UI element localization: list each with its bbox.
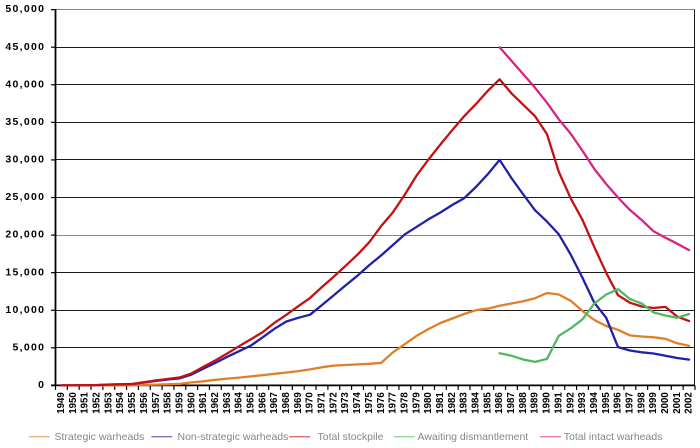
svg-text:1985: 1985 bbox=[482, 392, 493, 414]
svg-text:30,000: 30,000 bbox=[5, 154, 45, 166]
svg-text:1971: 1971 bbox=[317, 392, 328, 414]
svg-text:10,000: 10,000 bbox=[5, 304, 45, 316]
svg-text:1981: 1981 bbox=[435, 392, 446, 414]
svg-text:45,000: 45,000 bbox=[5, 41, 45, 53]
svg-text:1949: 1949 bbox=[56, 392, 67, 414]
svg-text:2001: 2001 bbox=[672, 392, 683, 414]
svg-text:1962: 1962 bbox=[210, 392, 221, 414]
svg-text:Total intact warheads: Total intact warheads bbox=[564, 431, 663, 443]
svg-text:1950: 1950 bbox=[68, 392, 79, 414]
svg-text:40,000: 40,000 bbox=[5, 78, 45, 90]
svg-text:1958: 1958 bbox=[163, 392, 174, 414]
svg-text:1970: 1970 bbox=[305, 392, 316, 414]
svg-text:1980: 1980 bbox=[423, 392, 434, 414]
svg-text:2000: 2000 bbox=[660, 392, 671, 414]
svg-text:1997: 1997 bbox=[624, 392, 635, 414]
svg-text:2002: 2002 bbox=[684, 392, 695, 414]
svg-text:1987: 1987 bbox=[506, 392, 517, 414]
svg-text:1989: 1989 bbox=[530, 392, 541, 414]
svg-text:Total stockpile: Total stockpile bbox=[318, 431, 384, 443]
svg-text:Strategic warheads: Strategic warheads bbox=[55, 431, 145, 443]
svg-text:1986: 1986 bbox=[494, 392, 505, 414]
svg-text:1973: 1973 bbox=[340, 392, 351, 414]
svg-text:1953: 1953 bbox=[103, 392, 114, 414]
svg-text:5,000: 5,000 bbox=[13, 341, 46, 353]
svg-text:1975: 1975 bbox=[364, 392, 375, 414]
svg-text:1996: 1996 bbox=[613, 392, 624, 414]
svg-text:0: 0 bbox=[38, 379, 45, 391]
svg-text:1952: 1952 bbox=[91, 392, 102, 414]
svg-text:Non-strategic warheads: Non-strategic warheads bbox=[178, 431, 289, 443]
svg-text:1963: 1963 bbox=[222, 392, 233, 414]
svg-text:1965: 1965 bbox=[245, 392, 256, 414]
svg-text:1999: 1999 bbox=[648, 392, 659, 414]
svg-text:1964: 1964 bbox=[234, 392, 245, 414]
svg-text:1954: 1954 bbox=[115, 392, 126, 414]
svg-text:1990: 1990 bbox=[542, 392, 553, 414]
svg-text:1967: 1967 bbox=[269, 392, 280, 414]
svg-text:1978: 1978 bbox=[399, 392, 410, 414]
svg-text:1983: 1983 bbox=[459, 392, 470, 414]
svg-text:1982: 1982 bbox=[447, 392, 458, 414]
svg-text:1969: 1969 bbox=[293, 392, 304, 414]
svg-text:1984: 1984 bbox=[470, 392, 481, 414]
svg-text:1974: 1974 bbox=[352, 392, 363, 414]
svg-text:15,000: 15,000 bbox=[5, 266, 45, 278]
svg-text:1968: 1968 bbox=[281, 392, 292, 414]
svg-text:35,000: 35,000 bbox=[5, 116, 45, 128]
svg-text:1951: 1951 bbox=[80, 392, 91, 414]
svg-text:1956: 1956 bbox=[139, 392, 150, 414]
svg-text:1977: 1977 bbox=[388, 392, 399, 414]
svg-text:1998: 1998 bbox=[636, 392, 647, 414]
svg-text:1991: 1991 bbox=[553, 392, 564, 414]
svg-text:1966: 1966 bbox=[257, 392, 268, 414]
svg-text:1955: 1955 bbox=[127, 392, 138, 414]
svg-text:1961: 1961 bbox=[198, 392, 209, 414]
svg-text:Awaiting dismantlement: Awaiting dismantlement bbox=[418, 431, 529, 443]
svg-text:50,000: 50,000 bbox=[5, 3, 45, 15]
svg-text:1972: 1972 bbox=[328, 392, 339, 414]
svg-text:25,000: 25,000 bbox=[5, 191, 45, 203]
svg-text:1988: 1988 bbox=[518, 392, 529, 414]
svg-text:1992: 1992 bbox=[565, 392, 576, 414]
svg-text:1957: 1957 bbox=[151, 392, 162, 414]
svg-text:1995: 1995 bbox=[601, 392, 612, 414]
svg-text:1959: 1959 bbox=[174, 392, 185, 414]
svg-text:1979: 1979 bbox=[411, 392, 422, 414]
svg-text:1976: 1976 bbox=[376, 392, 387, 414]
svg-text:1993: 1993 bbox=[577, 392, 588, 414]
svg-text:1960: 1960 bbox=[186, 392, 197, 414]
svg-text:1994: 1994 bbox=[589, 392, 600, 414]
svg-text:20,000: 20,000 bbox=[5, 229, 45, 241]
